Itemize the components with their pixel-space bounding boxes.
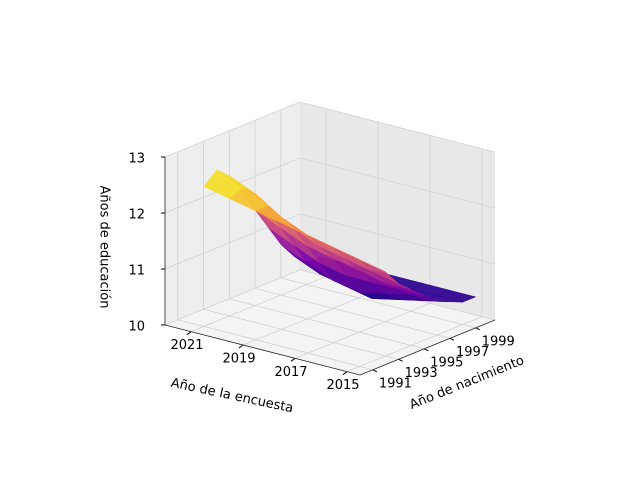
y-tick <box>424 348 429 352</box>
y-tick <box>398 358 403 362</box>
left-wall-pane <box>165 102 300 325</box>
y-tick-label: 1995 <box>430 355 463 370</box>
y-tick-label: 1991 <box>379 376 412 391</box>
y-tick-label: 1999 <box>482 334 515 349</box>
axis-edge <box>164 157 496 376</box>
surface-cell <box>333 247 373 267</box>
grid-line <box>299 213 496 265</box>
grid-line <box>254 287 451 339</box>
z-tick-label: 10 <box>128 320 145 335</box>
y-tick-label: 1993 <box>405 366 438 381</box>
x-tick <box>186 331 192 336</box>
z-tick-label: 11 <box>128 264 145 279</box>
x-axis-label: Año de la encuesta <box>169 376 294 417</box>
grid-line <box>242 289 379 346</box>
x-tick <box>290 357 296 362</box>
grid-line <box>190 276 327 333</box>
y-axis-label: Año de nacimiento <box>408 353 527 413</box>
grid-line <box>203 308 399 360</box>
grid-line <box>164 101 301 158</box>
grid-line <box>229 298 425 350</box>
y-tick <box>475 327 480 331</box>
x-tick-label: 2017 <box>274 365 307 380</box>
grid-line <box>280 277 476 329</box>
grid-line <box>177 319 373 371</box>
x-tick-label: 2021 <box>170 338 203 353</box>
grid-line <box>346 316 483 373</box>
z-tick-label: 13 <box>128 152 145 167</box>
grid-line <box>164 269 301 326</box>
y-tick <box>449 337 455 341</box>
grid-line <box>299 157 496 209</box>
grid-line <box>294 302 431 359</box>
z-axis-label: Años de educación <box>97 186 112 309</box>
floor-pane <box>165 270 495 375</box>
y-tick-label: 1997 <box>456 345 489 360</box>
x-tick <box>342 371 348 376</box>
x-tick-label: 2015 <box>326 378 359 393</box>
z-tick-label: 12 <box>128 208 145 223</box>
surface <box>203 169 477 303</box>
x-tick-label: 2019 <box>222 352 255 367</box>
grid-line <box>299 101 496 153</box>
y-tick <box>372 369 378 373</box>
x-tick <box>238 344 244 349</box>
